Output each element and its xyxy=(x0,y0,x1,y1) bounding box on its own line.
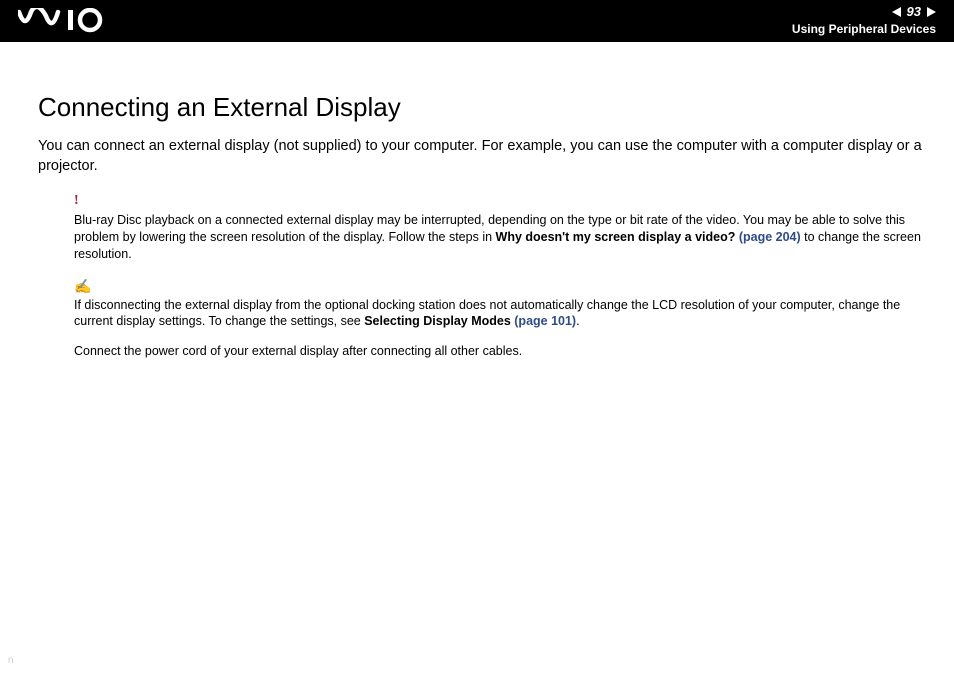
info-text: If disconnecting the external display fr… xyxy=(74,297,922,331)
page-nav: 93 xyxy=(892,4,936,19)
info-icon: ✍ xyxy=(74,277,922,296)
info-note: ✍ If disconnecting the external display … xyxy=(74,277,922,331)
warning-page-link[interactable]: (page 204) xyxy=(739,230,801,244)
vaio-logo-svg xyxy=(18,8,114,34)
warning-icon: ! xyxy=(74,192,922,211)
warning-note: ! Blu-ray Disc playback on a connected e… xyxy=(74,192,922,263)
info-bold-text: Selecting Display Modes xyxy=(364,314,514,328)
page-content: Connecting an External Display You can c… xyxy=(0,42,954,358)
section-title: Using Peripheral Devices xyxy=(792,22,936,36)
warning-bold-text: Why doesn't my screen display a video? xyxy=(496,230,739,244)
header-bar: 93 Using Peripheral Devices xyxy=(0,0,954,42)
warning-text: Blu-ray Disc playback on a connected ext… xyxy=(74,212,922,263)
corner-n: n xyxy=(8,655,14,666)
prev-page-arrow-icon[interactable] xyxy=(892,7,901,17)
info-page-link[interactable]: (page 101) xyxy=(514,314,576,328)
page-number: 93 xyxy=(907,4,921,19)
info-text-part2: . xyxy=(576,314,579,328)
page-title: Connecting an External Display xyxy=(38,92,922,123)
vaio-logo xyxy=(18,8,114,41)
intro-paragraph: You can connect an external display (not… xyxy=(38,137,922,176)
next-page-arrow-icon[interactable] xyxy=(927,7,936,17)
final-instruction: Connect the power cord of your external … xyxy=(74,344,922,358)
